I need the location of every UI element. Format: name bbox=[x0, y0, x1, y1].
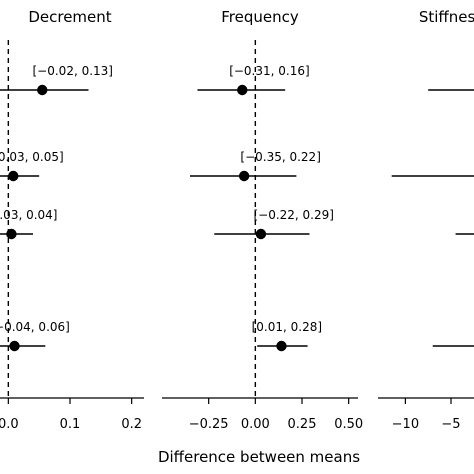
point-estimate bbox=[9, 340, 20, 352]
x-tick-label: 0.2 bbox=[121, 417, 142, 432]
ci-label: [−0.03, 0.04] bbox=[0, 208, 57, 222]
panel-decrement: Decrement 0.0 0.1 0.2 [−0.02, 0.13] [−0.03, 0… bbox=[0, 8, 144, 432]
x-axis-label: Difference between means bbox=[158, 448, 360, 466]
ci-label: [−0.22, 0.29] bbox=[253, 208, 333, 222]
x-tick-label: −0.25 bbox=[189, 417, 229, 432]
panel-title: Stiffness bbox=[419, 8, 474, 26]
x-tick-label: 0.50 bbox=[334, 417, 363, 432]
ci-label: [0.01, 0.28] bbox=[252, 320, 322, 334]
point-estimate bbox=[238, 170, 250, 182]
point-estimate bbox=[8, 170, 19, 182]
point-estimate bbox=[276, 340, 287, 352]
x-tick-label: 0.1 bbox=[60, 417, 81, 432]
panel-frequency: Frequency −0.25 0.00 0.25 0.50 [−0.31, 0.16] [… bbox=[162, 8, 363, 432]
point-estimate bbox=[37, 84, 48, 96]
ci-label: [−0.03, 0.05] bbox=[0, 150, 64, 164]
panel-title: Frequency bbox=[221, 8, 299, 26]
ci-label: [−0.02, 0.13] bbox=[33, 64, 113, 78]
x-tick-label: −5 bbox=[441, 417, 460, 432]
ci-label: [−0.31, 0.16] bbox=[229, 64, 309, 78]
panel-title: Decrement bbox=[28, 8, 111, 26]
x-tick-label: 0.0 bbox=[0, 417, 19, 432]
panel-stiffness: Stiffness−10−50 bbox=[378, 8, 474, 432]
point-estimate bbox=[237, 84, 248, 96]
x-tick-label: −10 bbox=[392, 417, 419, 432]
point-estimate bbox=[6, 228, 17, 240]
ci-label: [−0.35, 0.22] bbox=[240, 150, 320, 164]
point-estimate bbox=[255, 228, 267, 240]
x-tick-label: 0.25 bbox=[288, 417, 317, 432]
x-tick-label: 0.00 bbox=[241, 417, 270, 432]
panels: Decrement 0.0 0.1 0.2 [−0.02, 0.13] [−0.03, 0… bbox=[0, 8, 474, 432]
ci-label: [−0.04, 0.06] bbox=[0, 320, 70, 334]
